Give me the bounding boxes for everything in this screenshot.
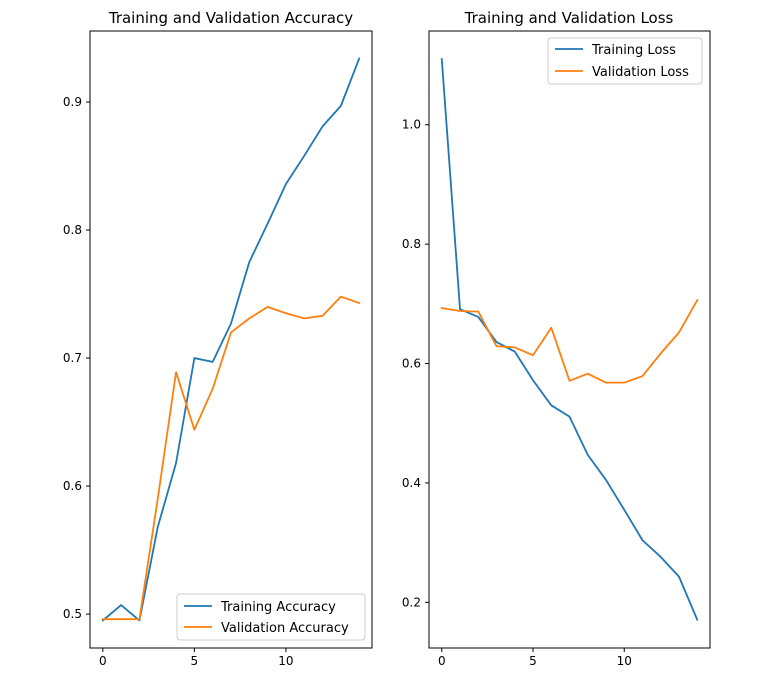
accuracy-chart-title: Training and Validation Accuracy <box>108 9 353 27</box>
loss-y-tick-label: 0.6 <box>402 357 421 371</box>
loss-subplot: Training and Validation Loss 0 5 100.20.40… <box>402 9 711 668</box>
loss-y-tick-label: 1.0 <box>402 118 421 132</box>
accuracy-y-tick-label: 0.6 <box>63 479 82 493</box>
loss-axes-frame <box>428 30 711 649</box>
accuracy-y-tick-label: 0.9 <box>63 95 82 109</box>
legend-label-training-loss: Training Loss <box>591 43 676 58</box>
loss-x-tick-label: 5 <box>529 654 537 668</box>
accuracy-ticks: 0 5 10 0.5 0.6 0.7 0.8 0.9 <box>63 95 294 668</box>
legend-label-validation-loss: Validation Loss <box>592 65 689 80</box>
loss-y-tick-label: 0.2 <box>402 595 421 609</box>
training-accuracy-line <box>101 57 361 622</box>
loss-y-tick-label: 0.4 <box>402 476 421 490</box>
loss-ticks: 0 5 10 0.2 0.4 0.6 0.8 1.0 <box>402 118 632 668</box>
loss-legend: Training Loss Validation Loss <box>547 37 703 85</box>
accuracy-y-tick-label: 0.7 <box>63 351 82 365</box>
accuracy-subplot: Training and Validation Accuracy 0 5 10 0.5… <box>63 9 373 668</box>
accuracy-lines <box>101 57 361 622</box>
accuracy-legend: Training Accuracy Validation Accuracy <box>176 593 366 641</box>
accuracy-y-tick-label: 0.5 <box>63 607 82 621</box>
accuracy-axes-frame <box>89 30 373 649</box>
loss-x-tick-label: 10 <box>617 654 632 668</box>
accuracy-legend-box <box>176 593 366 641</box>
accuracy-x-tick-label: 5 <box>191 654 199 668</box>
loss-legend-box <box>547 37 703 85</box>
accuracy-x-tick-label: 10 <box>278 654 293 668</box>
validation-loss-line <box>440 299 699 384</box>
loss-lines <box>440 58 699 621</box>
loss-x-tick-label: 0 <box>438 654 446 668</box>
training-loss-line <box>440 58 699 621</box>
accuracy-y-tick-label: 0.8 <box>63 223 82 237</box>
loss-y-tick-label: 0.8 <box>402 237 421 251</box>
legend-label-validation-accuracy: Validation Accuracy <box>221 621 349 636</box>
accuracy-x-tick-label: 0 <box>99 654 107 668</box>
validation-accuracy-line <box>101 295 361 621</box>
loss-chart-title: Training and Validation Loss <box>464 9 674 27</box>
legend-label-training-accuracy: Training Accuracy <box>220 600 336 615</box>
